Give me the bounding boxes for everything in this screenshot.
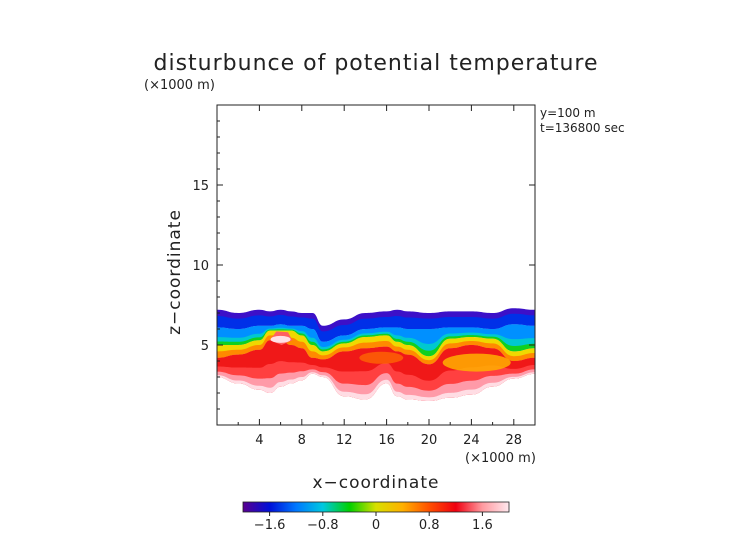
colorbar-tick-label: 1.6 <box>472 518 493 532</box>
band-orange <box>217 335 535 365</box>
colorbar: −1.6 −0.8 0 0.8 1.6 <box>242 501 510 533</box>
y-axis-label: z−coordinate <box>165 209 185 335</box>
x-tick-label: 20 <box>421 433 438 448</box>
chart-title: disturbunce of potential temperature <box>154 51 599 76</box>
colorbar-tick-label: 0.8 <box>419 518 440 532</box>
y-tick-label: 10 <box>192 259 209 274</box>
y-tick-label: 15 <box>192 179 209 194</box>
y-tick-label: 5 <box>201 339 209 354</box>
x-axis-label: x−coordinate <box>313 473 440 493</box>
colorbar-tick-label: −1.6 <box>254 518 286 532</box>
y-axis: 5 10 15 <box>192 120 535 410</box>
band-blue <box>217 313 535 342</box>
warm-blob-right <box>442 353 511 372</box>
band-pale <box>217 372 535 401</box>
x-tick-label: 16 <box>378 433 395 448</box>
annotation-y: y=100 m <box>540 106 596 120</box>
band-cyan <box>217 327 535 357</box>
band-green <box>217 329 535 357</box>
colorbar-tick-label: −0.8 <box>307 518 339 532</box>
x-tick-label: 12 <box>336 433 353 448</box>
x-tick-label: 28 <box>506 433 523 448</box>
temperature-field <box>217 308 535 401</box>
colorbar-swatch <box>242 501 510 513</box>
x-axis: 4 8 12 16 20 24 28 <box>237 105 523 448</box>
x-unit-label: (×1000 m) <box>465 451 536 466</box>
x-tick-label: 4 <box>255 433 263 448</box>
x-tick-label: 8 <box>298 433 306 448</box>
colorbar-tick-label: 0 <box>372 518 380 532</box>
warm-cell-core <box>270 335 291 343</box>
x-tick-label: 24 <box>463 433 480 448</box>
y-unit-label: (×1000 m) <box>144 78 215 93</box>
warm-blob-center <box>359 351 404 364</box>
annotation-t: t=136800 sec <box>540 121 625 135</box>
